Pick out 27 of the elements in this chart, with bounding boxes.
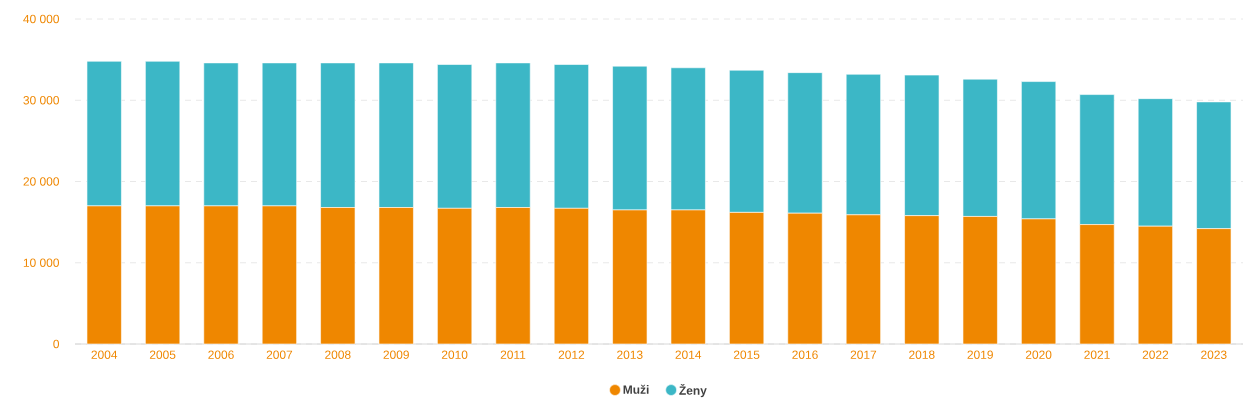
legend-label: Ženy <box>679 383 707 398</box>
y-tick-label: 0 <box>53 339 60 349</box>
x-tick-label: 2021 <box>1084 350 1110 359</box>
x-tick-label: 2019 <box>967 350 993 359</box>
x-tick-label: 2023 <box>1201 350 1227 359</box>
x-tick-label: 2012 <box>558 350 585 359</box>
x-tick-label: 2016 <box>792 350 818 359</box>
x-tick-label: 2010 <box>441 350 468 359</box>
x-tick-label: 2011 <box>500 350 526 359</box>
y-tick-label: 10 000 <box>23 258 60 267</box>
legend-label: Muži <box>623 384 649 394</box>
y-tick-label: 40 000 <box>23 14 60 24</box>
x-tick-label: 2005 <box>149 350 176 359</box>
x-tick-label: 2006 <box>208 350 234 359</box>
y-tick-label: 30 000 <box>23 96 60 105</box>
y-tick-label: 20 000 <box>23 177 60 186</box>
x-tick-label: 2022 <box>1142 350 1169 359</box>
x-tick-label: 2014 <box>675 350 702 359</box>
x-tick-label: 2018 <box>909 350 935 359</box>
x-tick-label: 2013 <box>617 350 643 359</box>
x-tick-label: 2015 <box>733 350 760 359</box>
x-tick-label: 2008 <box>325 350 351 359</box>
x-tick-label: 2004 <box>91 350 118 359</box>
x-tick-label: 2020 <box>1025 350 1052 359</box>
x-tick-label: 2017 <box>850 350 877 359</box>
x-tick-label: 2009 <box>383 350 409 359</box>
x-tick-label: 2007 <box>266 350 293 359</box>
